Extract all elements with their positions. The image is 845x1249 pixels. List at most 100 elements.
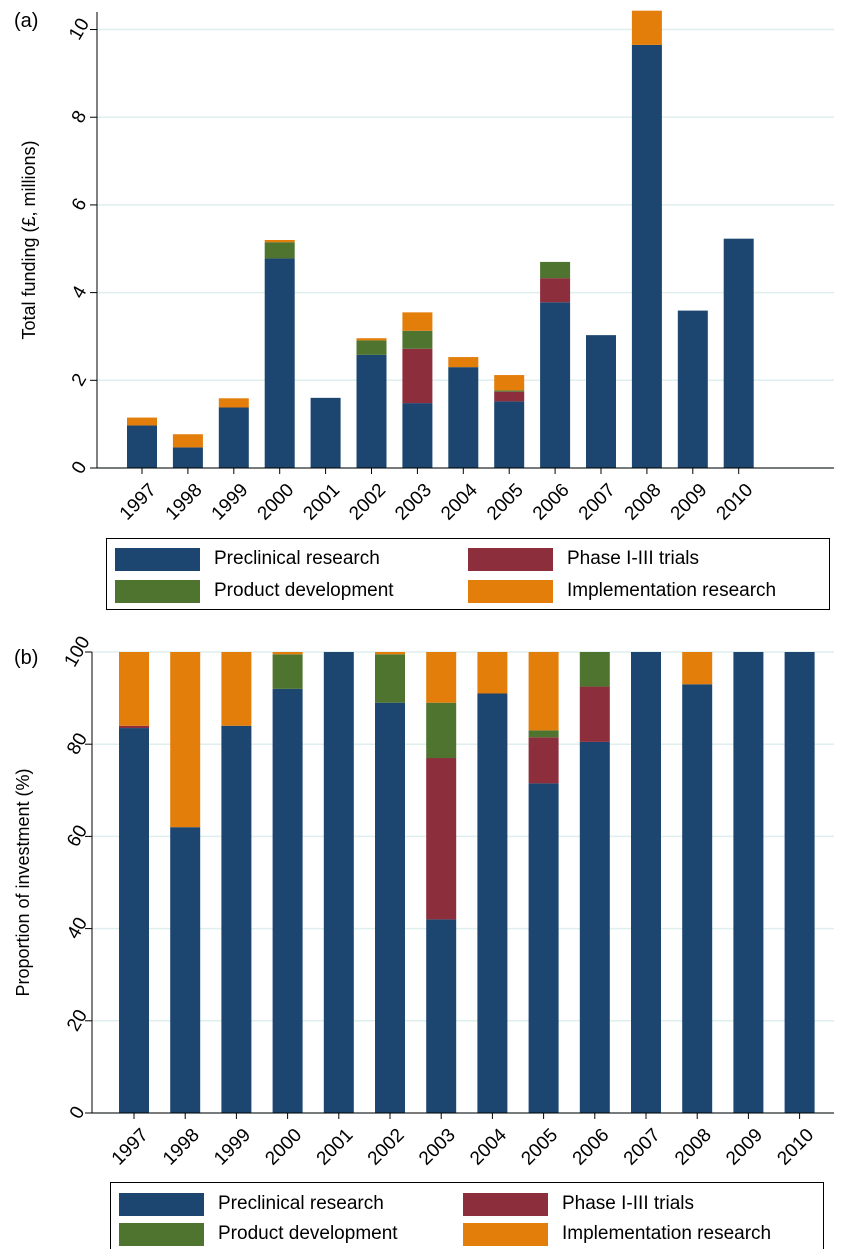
y-tick-label: 40 xyxy=(63,914,92,943)
x-tick-label: 2009 xyxy=(722,1125,767,1170)
bar-b-1997-phase xyxy=(119,725,149,729)
legend-a-item-preclinical: Preclinical research xyxy=(115,546,380,572)
bar-a-2004-implementation xyxy=(448,357,479,368)
bar-b-1997-implementation xyxy=(119,652,149,726)
x-tick-label: 2001 xyxy=(313,1125,358,1170)
bar-a-2006-preclinical xyxy=(540,302,571,468)
bar-a-2002-preclinical xyxy=(356,354,387,468)
bar-a-2004-preclinical xyxy=(448,367,479,468)
bar-b-2010-preclinical xyxy=(784,652,815,1113)
bar-b-2003-product xyxy=(426,702,457,759)
x-tick-label: 2009 xyxy=(667,480,712,525)
x-tick-label: 2008 xyxy=(671,1125,716,1170)
x-tick-label: 2005 xyxy=(517,1125,562,1170)
x-tick-label: 1997 xyxy=(116,480,161,525)
legend-a-label-phase: Phase I-III trials xyxy=(567,548,699,569)
y-tick-label: 0 xyxy=(68,458,91,478)
legend-b-label-product: Product development xyxy=(218,1223,398,1244)
bar-b-2002-preclinical xyxy=(375,702,405,1113)
y-tick-label: 6 xyxy=(68,195,91,215)
legend-a-swatch-product xyxy=(115,579,200,603)
x-tick-label: 2006 xyxy=(529,480,574,525)
legend-b-swatch-product xyxy=(119,1222,204,1246)
x-tick-label: 2002 xyxy=(364,1125,409,1170)
x-tick-label: 1999 xyxy=(208,480,253,525)
legend-b-label-preclinical: Preclinical research xyxy=(218,1193,384,1214)
bar-a-2000-product xyxy=(264,242,295,259)
bar-a-1999-preclinical xyxy=(218,407,249,468)
bar-a-1997-preclinical xyxy=(127,425,157,468)
y-tick-label: 60 xyxy=(63,822,92,851)
bar-b-1998-implementation xyxy=(170,652,201,828)
bar-b-2002-product xyxy=(375,654,405,703)
x-tick-label: 2008 xyxy=(621,480,666,525)
bar-a-2002-implementation xyxy=(356,338,387,341)
bar-b-2005-product xyxy=(528,730,559,738)
bar-a-1998-implementation xyxy=(172,434,203,448)
bar-b-2004-implementation xyxy=(477,652,508,694)
x-tick-label: 2005 xyxy=(483,480,528,525)
bar-a-2009-preclinical xyxy=(677,310,708,468)
y-tick-label: 100 xyxy=(61,633,95,671)
legend-b-item-product: Product development xyxy=(119,1221,398,1247)
x-tick-label: 2004 xyxy=(437,479,482,524)
bar-a-2010-preclinical xyxy=(723,238,754,468)
bar-a-2003-phase xyxy=(402,348,433,404)
chart-b: 0 20 40 60 80 100 1997 1998 1999 2000 2001 2002 2003… xyxy=(13,633,834,1170)
bar-a-2001-preclinical xyxy=(310,397,341,468)
legend-a-item-product: Product development xyxy=(115,578,394,604)
bar-b-2007-preclinical xyxy=(631,652,661,1113)
bar-a-2006-product xyxy=(540,261,571,279)
legend-b-item-implementation: Implementation research xyxy=(463,1221,771,1247)
y-axis-title: Proportion of investment (%) xyxy=(13,768,33,996)
y-tick-label: 20 xyxy=(63,1006,92,1035)
bar-b-2001-preclinical xyxy=(323,652,354,1113)
bar-b-2002-implementation xyxy=(375,652,405,655)
legend-a-swatch-preclinical xyxy=(115,547,200,571)
legend-b-swatch-preclinical xyxy=(119,1192,204,1216)
x-tick-label: 1999 xyxy=(210,1125,255,1170)
legend-b-item-preclinical: Preclinical research xyxy=(119,1191,384,1217)
bar-a-2000-implementation xyxy=(264,240,295,243)
legend-a-label-product: Product development xyxy=(214,580,394,601)
bar-a-2005-preclinical xyxy=(494,401,525,468)
bar-a-2008-preclinical xyxy=(631,44,662,469)
legend-a-item-phase: Phase I-III trials xyxy=(468,546,699,572)
x-tick-label: 1997 xyxy=(108,1125,153,1170)
legend-b-swatch-phase xyxy=(463,1192,548,1216)
bar-b-1999-preclinical xyxy=(221,725,252,1113)
bar-b-2008-preclinical xyxy=(682,684,713,1113)
x-tick-label: 2010 xyxy=(713,480,758,525)
x-tick-label: 2000 xyxy=(254,480,299,525)
bar-a-2003-product xyxy=(402,330,433,349)
panel-label-a: (a) xyxy=(14,10,39,32)
bar-a-2003-preclinical xyxy=(402,403,433,468)
bar-a-1999-implementation xyxy=(218,398,249,408)
bar-b-2003-implementation xyxy=(426,652,457,703)
legend-a-swatch-implementation xyxy=(468,579,553,603)
bar-b-1997-preclinical xyxy=(119,728,149,1113)
bar-b-2000-preclinical xyxy=(272,688,303,1113)
bar-b-1999-implementation xyxy=(221,652,252,726)
legend-a: Preclinical research Phase I-III trials … xyxy=(106,538,830,610)
legend-a-swatch-phase xyxy=(468,547,553,571)
x-tick-label: 1998 xyxy=(159,1125,204,1170)
x-tick-label: 2004 xyxy=(466,1124,511,1169)
y-tick-label: 4 xyxy=(68,282,92,302)
bar-a-2005-product xyxy=(494,390,525,392)
bar-b-2004-preclinical xyxy=(477,693,508,1113)
bar-b-2008-implementation xyxy=(682,652,713,685)
x-tick-label: 2003 xyxy=(415,1125,460,1170)
x-tick-label: 2000 xyxy=(261,1125,306,1170)
x-tick-label: 2003 xyxy=(391,480,436,525)
legend-a-label-preclinical: Preclinical research xyxy=(214,548,380,569)
legend-a-item-implementation: Implementation research xyxy=(468,578,776,604)
bar-b-2005-implementation xyxy=(528,652,559,731)
bar-a-1997-implementation xyxy=(127,417,157,426)
x-tick-label: 2002 xyxy=(345,480,390,525)
x-tick-label: 2007 xyxy=(620,1125,665,1170)
x-tick-label: 2006 xyxy=(569,1125,614,1170)
bar-b-2005-phase xyxy=(528,737,559,784)
bar-b-2006-preclinical xyxy=(579,741,610,1113)
